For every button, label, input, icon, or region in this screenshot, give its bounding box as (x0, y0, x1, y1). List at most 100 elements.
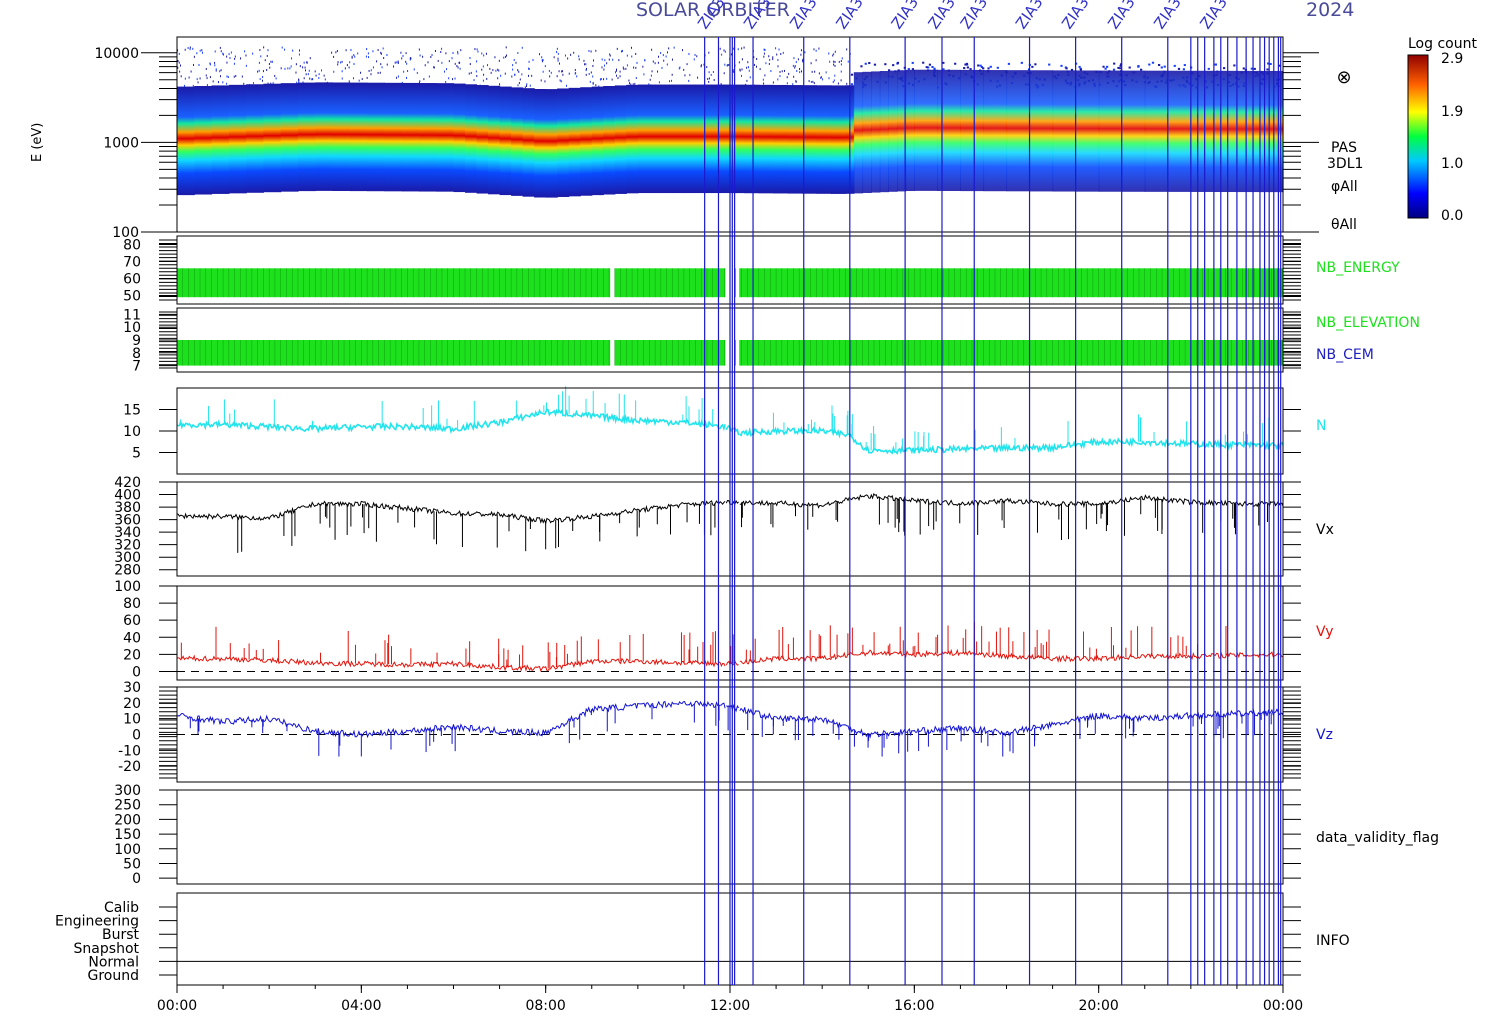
spec-speck (694, 53, 696, 56)
spec-speck (542, 60, 544, 63)
spec-speck (609, 53, 611, 56)
spec-speck (542, 70, 544, 73)
spec-tick-label-0: 10000 (94, 46, 139, 62)
spec-speck (209, 63, 211, 66)
spec-speck (1250, 67, 1253, 70)
spec-speck (396, 76, 398, 79)
spec-speck (799, 71, 801, 74)
spec-speck (931, 65, 934, 68)
spec-speck (515, 61, 517, 64)
spec-speck (529, 84, 531, 87)
spec-speck (214, 61, 216, 64)
colorbar-tick-3: 1.0 (1441, 156, 1463, 172)
spec-speck (367, 52, 369, 55)
spec-speck (205, 74, 207, 77)
spec-speck (514, 73, 516, 76)
spec-speck (1160, 66, 1163, 69)
spec-speck (381, 66, 383, 69)
spec-speck (459, 61, 461, 64)
event-annotation-5: ZIA3 (925, 0, 960, 32)
spec-band-cell (649, 84, 662, 194)
spec-speck (707, 77, 709, 80)
spec-speck (794, 65, 796, 68)
spec-speck (544, 80, 546, 83)
spec-speck (492, 69, 494, 72)
spec-speck (212, 80, 214, 83)
spec-speck (226, 55, 228, 58)
ytick-label-6-5: -20 (118, 759, 141, 775)
spec-speck (589, 80, 591, 83)
nb-bar-1-1 (614, 268, 726, 298)
spec-speck (486, 64, 488, 67)
spec-speck (424, 64, 426, 67)
spec-band-cell (465, 84, 478, 193)
spec-speck (528, 74, 530, 77)
spec-speck (215, 69, 217, 72)
spec-speck (772, 58, 774, 61)
spec-band-cell (263, 83, 282, 193)
spec-speck (227, 76, 229, 79)
spec-speck (324, 78, 326, 81)
spec-speck (245, 64, 247, 67)
spec-speck (658, 55, 660, 58)
spec-speck (834, 60, 836, 63)
spec-speck (1119, 64, 1122, 67)
spec-speck (808, 80, 810, 83)
spec-speck (598, 85, 600, 88)
spec-band-cell (773, 84, 789, 194)
spec-speck (868, 62, 871, 65)
panel-label-Vy: Vy (1316, 624, 1334, 640)
spec-speck (269, 66, 271, 69)
spec-speck (407, 70, 409, 73)
spec-band-cell (683, 84, 697, 194)
spec-speck (503, 56, 505, 59)
spec-speck (643, 73, 645, 76)
spec-speck (846, 48, 848, 51)
spec-speck (586, 67, 588, 70)
spec-speck (565, 84, 567, 87)
spec-speck (772, 56, 774, 59)
spec-speck (588, 49, 590, 52)
xtick-label-0: 00:00 (157, 998, 197, 1014)
spec-speck (295, 63, 297, 66)
spec-speck (964, 63, 967, 66)
spec-speck (1266, 68, 1269, 71)
spec-band-cell (557, 88, 570, 197)
spec-speck (834, 50, 836, 53)
spec-speck (448, 77, 450, 80)
spec-speck (433, 66, 435, 69)
spec-speck (671, 58, 673, 61)
ytick-label-5-3: 40 (123, 630, 141, 646)
spec-speck (262, 70, 264, 73)
spec-speck (401, 57, 403, 60)
spec-speck (1177, 67, 1181, 70)
spec-speck (739, 68, 741, 71)
spec-band-cell (280, 83, 299, 192)
spec-speck (833, 79, 835, 82)
spec-speck (608, 58, 610, 61)
spec-band-cell (545, 89, 558, 198)
spec-speck (779, 70, 781, 73)
xtick-label-5: 20:00 (1078, 998, 1118, 1014)
spec-speck (1183, 64, 1186, 67)
spec-speck (397, 75, 399, 78)
spec-speck (368, 69, 370, 72)
spec-speck (309, 57, 311, 60)
spec-speck (468, 72, 470, 75)
spec-speck (353, 63, 355, 66)
spec-speck (333, 70, 335, 73)
spec-band-cell (418, 83, 437, 192)
spec-speck (617, 77, 619, 80)
spec-speck (198, 64, 200, 67)
spec-speck (528, 67, 530, 70)
spec-speck (430, 56, 432, 59)
spec-speck (611, 78, 613, 81)
spec-speck (199, 49, 201, 52)
figure-title: SOLAR ORBITER (636, 0, 790, 21)
spec-speck (318, 73, 320, 76)
spec-speck (794, 66, 796, 69)
spec-speck (965, 62, 968, 65)
panel-info: CalibEngineeringBurstSnapshotNormalGroun… (55, 892, 1301, 986)
spec-speck (298, 80, 300, 83)
spec-band-cell (1213, 70, 1238, 193)
